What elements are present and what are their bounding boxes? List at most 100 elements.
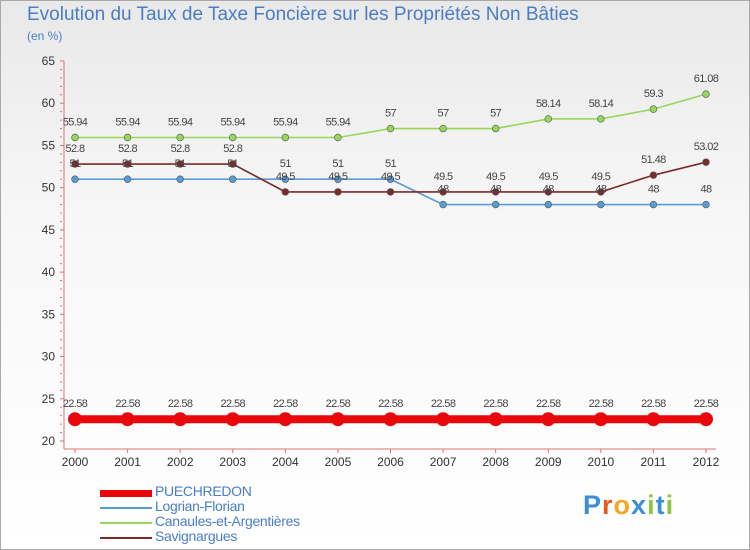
y-tick-label: 65 (42, 54, 56, 68)
x-tick-label: 2004 (272, 455, 299, 469)
data-point (71, 133, 79, 142)
data-point (597, 200, 605, 209)
data-point (649, 200, 658, 209)
data-point (225, 412, 240, 427)
data-label: 51 (280, 158, 292, 170)
data-label: 55.94 (63, 117, 88, 129)
data-point (544, 200, 552, 209)
data-point (71, 160, 79, 168)
data-label: 51 (227, 158, 239, 170)
data-label: 51.48 (641, 154, 666, 166)
data-point (383, 412, 398, 427)
data-label: 22.58 (115, 398, 140, 410)
data-label: 49.5 (434, 171, 453, 183)
data-label: 57 (490, 108, 502, 120)
y-tick-label: 55 (42, 138, 56, 152)
data-point (439, 188, 447, 196)
data-label: 22.58 (641, 398, 666, 410)
data-label: 22.58 (220, 398, 245, 410)
logo-letter: P (583, 490, 603, 520)
data-label: 48 (543, 184, 555, 196)
x-tick-label: 2001 (114, 455, 141, 469)
data-label: 22.58 (483, 398, 508, 410)
legend-label: Canaules-et-Argentières (155, 513, 300, 529)
y-tick-label: 30 (42, 350, 56, 364)
data-point (491, 200, 500, 209)
data-point (278, 412, 293, 427)
data-label: 49.5 (328, 171, 347, 183)
data-point (439, 124, 447, 133)
data-point (597, 115, 605, 123)
legend-swatch (100, 522, 152, 524)
x-tick-label: 2009 (535, 455, 562, 469)
data-label: 51 (69, 158, 81, 170)
data-point (334, 133, 342, 142)
logo-letter: t (655, 490, 666, 520)
y-tick-label: 20 (42, 434, 56, 448)
data-label: 22.58 (589, 398, 614, 410)
y-tick-label: 60 (42, 96, 56, 110)
data-label: 22.58 (378, 398, 403, 410)
data-point (334, 175, 342, 183)
legend-swatch (100, 537, 152, 539)
data-label: 48 (438, 184, 450, 196)
data-point (281, 133, 290, 142)
data-point (123, 133, 132, 142)
data-point (702, 158, 710, 166)
data-label: 59.3 (644, 88, 663, 100)
data-point (176, 133, 184, 142)
x-tick-label: 2003 (219, 455, 246, 469)
unit-label: (en %) (27, 29, 63, 43)
y-tick-label: 50 (42, 181, 56, 195)
legend-label: Logrian-Florian (155, 498, 245, 514)
data-label: 52.8 (65, 143, 84, 155)
data-point (597, 188, 605, 196)
data-point (702, 200, 710, 209)
data-label: 55.94 (326, 117, 351, 129)
x-tick-label: 2008 (482, 455, 509, 469)
data-label: 22.58 (536, 398, 561, 410)
data-label: 55.94 (168, 117, 193, 129)
data-point (436, 412, 451, 427)
data-point (646, 412, 661, 427)
x-tick-label: 2002 (167, 455, 194, 469)
data-label: 49.5 (539, 171, 558, 183)
data-label: 22.58 (168, 398, 193, 410)
logo-letter: i (647, 490, 656, 520)
x-tick-label: 2005 (325, 455, 352, 469)
data-point (386, 175, 395, 183)
data-point (491, 124, 500, 133)
legend-swatch (100, 507, 152, 509)
data-label: 51 (385, 158, 397, 170)
data-label: 61.08 (694, 73, 719, 85)
data-label: 51 (332, 158, 344, 170)
y-tick-label: 35 (42, 307, 56, 321)
data-label: 51 (175, 158, 187, 170)
x-tick-label: 2011 (641, 455, 667, 469)
data-point (229, 133, 237, 142)
data-point (702, 90, 710, 98)
data-point (649, 105, 658, 113)
logo-letter: o (613, 490, 632, 520)
data-label: 57 (385, 108, 397, 120)
x-tick-label: 2010 (587, 455, 614, 469)
data-point (68, 412, 82, 427)
legend-label: PUECHREDON (155, 483, 252, 499)
data-label: 48 (490, 184, 502, 196)
logo-letter: x (631, 490, 648, 520)
data-label: 58.14 (589, 98, 614, 110)
data-point (593, 412, 608, 427)
data-point (281, 175, 290, 183)
data-label: 52.8 (118, 143, 137, 155)
data-point (229, 160, 237, 168)
data-label: 22.58 (694, 398, 719, 410)
data-label: 48 (595, 184, 607, 196)
x-tick-label: 2000 (62, 455, 89, 469)
x-tick-label: 2006 (377, 455, 404, 469)
logo-letter: i (665, 490, 675, 520)
x-tick-label: 2012 (693, 455, 720, 469)
data-label: 49.5 (486, 171, 505, 183)
data-point (544, 188, 552, 196)
data-label: 55.94 (220, 117, 245, 129)
